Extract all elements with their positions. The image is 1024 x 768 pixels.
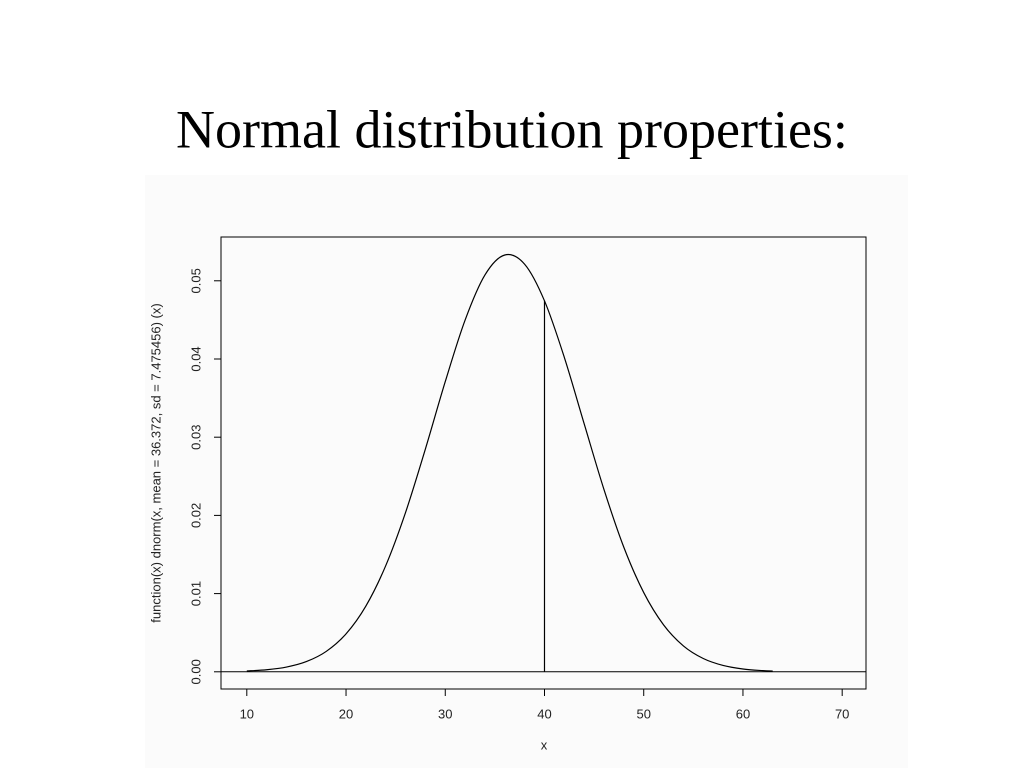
x-tick-label: 70 — [835, 706, 849, 721]
y-tick-label: 0.02 — [188, 503, 203, 528]
y-axis-label: function(x) dnorm(x, mean = 36.372, sd =… — [148, 303, 163, 622]
x-tick-label: 40 — [537, 706, 551, 721]
y-tick-label: 0.01 — [188, 581, 203, 606]
x-tick-label: 10 — [240, 706, 254, 721]
x-tick-label: 20 — [339, 706, 353, 721]
x-tick-label: 30 — [438, 706, 452, 721]
y-tick-label: 0.04 — [188, 346, 203, 371]
plot-frame — [220, 236, 867, 690]
x-tick-label: 50 — [636, 706, 650, 721]
x-tick-label: 60 — [736, 706, 750, 721]
slide-title: Normal distribution properties: — [176, 99, 848, 159]
density-curve — [246, 253, 773, 672]
x-axis-label: x — [541, 737, 548, 752]
y-tick-label: 0.05 — [188, 268, 203, 293]
plot-background — [145, 175, 908, 768]
y-tick-label: 0.00 — [188, 659, 203, 684]
y-tick-label: 0.03 — [188, 425, 203, 450]
